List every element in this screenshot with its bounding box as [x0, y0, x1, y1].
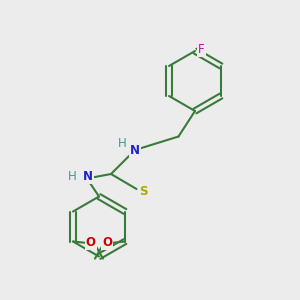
Text: O: O — [86, 236, 96, 250]
Text: H: H — [68, 169, 76, 183]
Text: F: F — [198, 43, 205, 56]
Text: H: H — [118, 137, 127, 150]
Text: O: O — [102, 236, 112, 250]
Text: N: N — [130, 143, 140, 157]
Text: S: S — [139, 185, 147, 198]
Text: N: N — [82, 169, 93, 183]
